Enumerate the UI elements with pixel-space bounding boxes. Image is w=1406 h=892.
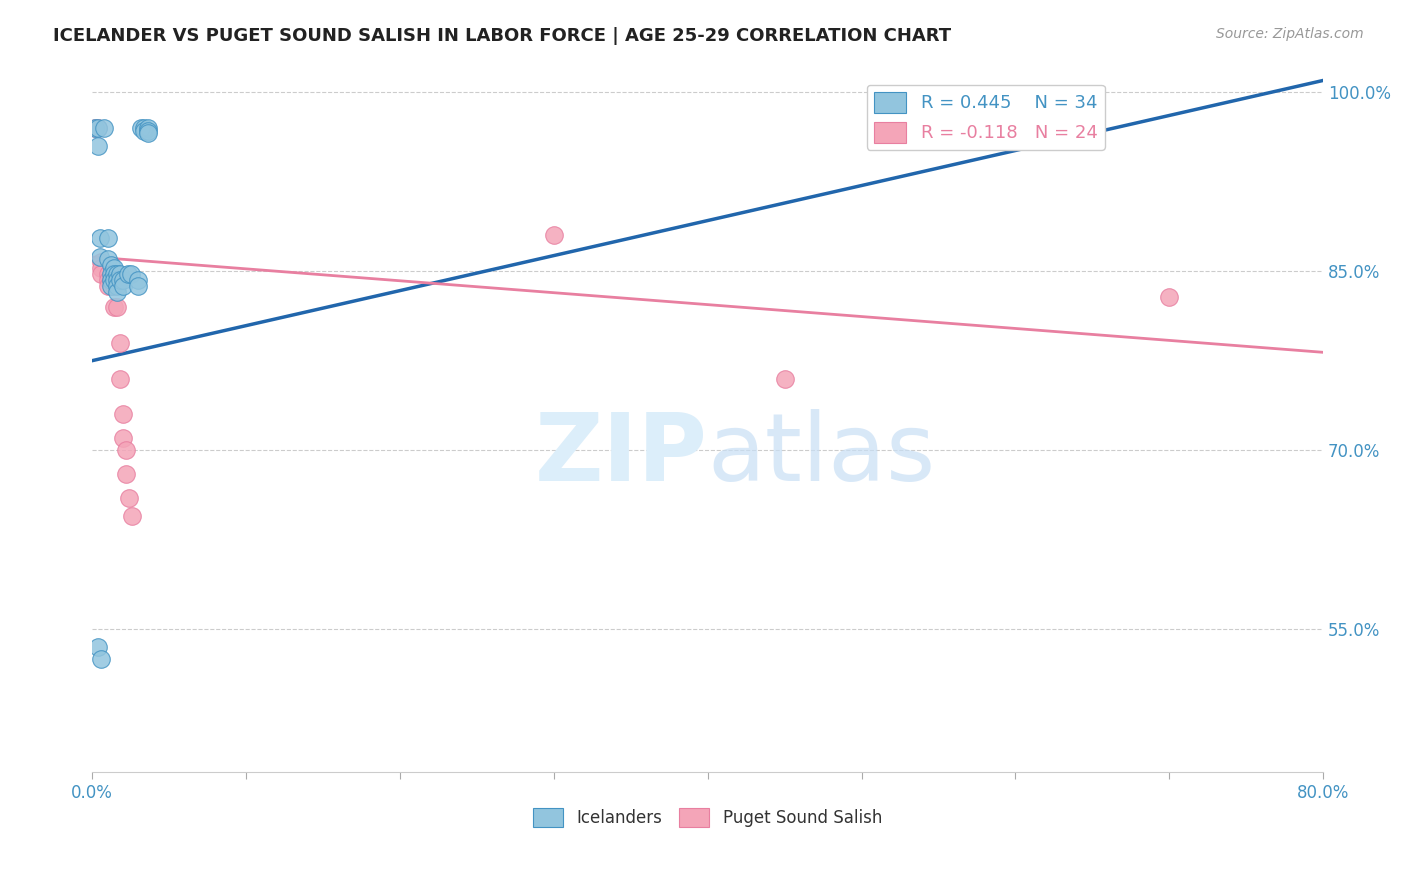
Point <box>100 278 122 293</box>
Point <box>108 335 131 350</box>
Point <box>103 278 125 293</box>
Point <box>136 126 159 140</box>
Text: Source: ZipAtlas.com: Source: ZipAtlas.com <box>1216 27 1364 41</box>
Point <box>97 231 120 245</box>
Point <box>134 121 156 136</box>
Point <box>105 278 128 293</box>
Point <box>1159 290 1181 304</box>
Legend: Icelanders, Puget Sound Salish: Icelanders, Puget Sound Salish <box>527 802 889 834</box>
Point <box>90 652 112 666</box>
Text: ICELANDER VS PUGET SOUND SALISH IN LABOR FORCE | AGE 25-29 CORRELATION CHART: ICELANDER VS PUGET SOUND SALISH IN LABOR… <box>53 27 952 45</box>
Point <box>131 121 153 136</box>
Point <box>121 508 143 523</box>
Point <box>103 260 125 275</box>
Point <box>97 267 120 281</box>
Text: ZIP: ZIP <box>534 409 707 501</box>
Point <box>120 267 142 281</box>
Point <box>103 300 125 314</box>
Point <box>84 121 107 136</box>
Point <box>89 250 111 264</box>
Point <box>103 267 125 281</box>
Point <box>127 278 149 293</box>
Point <box>87 640 110 654</box>
Point <box>97 252 120 267</box>
Point <box>115 467 138 481</box>
Point <box>108 272 131 286</box>
Point <box>111 272 134 286</box>
Point <box>108 371 131 385</box>
Point <box>115 443 138 458</box>
Point <box>105 300 128 314</box>
Point <box>93 121 115 136</box>
Point <box>87 121 110 136</box>
Point <box>111 278 134 293</box>
Point <box>118 491 141 505</box>
Point <box>87 139 110 153</box>
Point <box>773 371 796 385</box>
Point <box>117 267 139 281</box>
Point <box>89 231 111 245</box>
Point <box>100 258 122 272</box>
Point <box>136 123 159 137</box>
Point <box>105 267 128 281</box>
Point <box>108 267 131 281</box>
Point <box>100 272 122 286</box>
Point <box>87 121 110 136</box>
Text: atlas: atlas <box>707 409 936 501</box>
Point <box>136 121 159 136</box>
Point <box>84 121 107 136</box>
Point <box>90 254 112 268</box>
Point <box>97 272 120 286</box>
Point <box>90 267 112 281</box>
Point <box>111 431 134 445</box>
Point <box>105 285 128 299</box>
Point <box>103 272 125 286</box>
Point <box>105 272 128 286</box>
Point <box>127 272 149 286</box>
Point <box>134 123 156 137</box>
Point <box>100 272 122 286</box>
Point <box>111 407 134 421</box>
Point <box>543 228 565 243</box>
Point <box>90 260 112 275</box>
Point <box>100 267 122 281</box>
Point <box>97 278 120 293</box>
